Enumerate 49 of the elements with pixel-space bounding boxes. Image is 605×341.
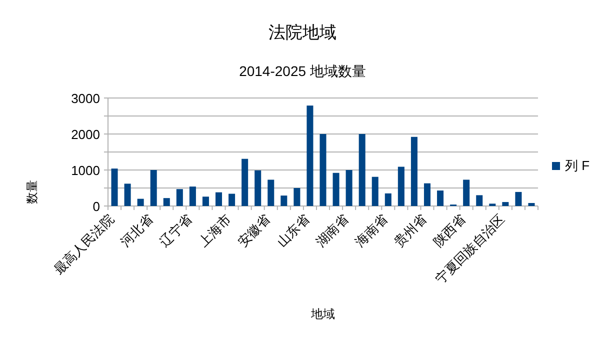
bar [137,198,144,206]
bar [437,190,444,206]
y-tick-label: 2000 [71,127,100,142]
bar [384,193,392,206]
bar [320,134,326,206]
bar [176,189,183,206]
bar [358,134,366,206]
x-tick-label: 辽宁省 [156,212,195,250]
legend-label: 列 F [565,158,590,173]
bar [124,184,131,206]
bar [242,158,248,206]
x-tick-label: 贵州省 [391,212,430,250]
bar [528,203,535,206]
bar [398,166,404,206]
y-tick-label: 1000 [71,163,100,178]
bar [228,194,236,206]
x-tick-label: 湖南省 [313,212,352,250]
x-tick-label: 安徽省 [234,212,273,250]
bar [163,198,170,206]
bar [189,186,196,206]
bar [476,195,483,206]
bar [463,180,470,206]
bar [346,170,352,206]
bar [515,192,522,206]
x-tick-label: 山东省 [274,212,312,250]
bar [372,176,378,206]
y-axis-title: 数量 [25,180,39,204]
bar [280,196,288,206]
bar [410,136,418,206]
bar [254,170,262,206]
bar [111,168,118,206]
y-tick-label: 0 [92,199,100,214]
bar [268,180,274,206]
y-tick-label: 3000 [71,91,100,106]
x-tick-label: 上海市 [196,212,234,250]
x-axis-title: 地域 [310,307,335,321]
bar [306,106,314,206]
x-tick-label: 海南省 [352,212,390,250]
chart-subtitle: 2014-2025 地域数量 [239,63,366,79]
bar [216,192,222,206]
bar [332,172,340,206]
bar [150,170,157,206]
x-tick-label: 河北省 [118,212,156,250]
bar [502,202,509,206]
x-tick-label: 最高人民法院 [50,212,117,278]
bar [424,183,430,206]
chart-title: 法院地域 [268,23,336,42]
bar [294,188,300,206]
bar [202,196,209,206]
